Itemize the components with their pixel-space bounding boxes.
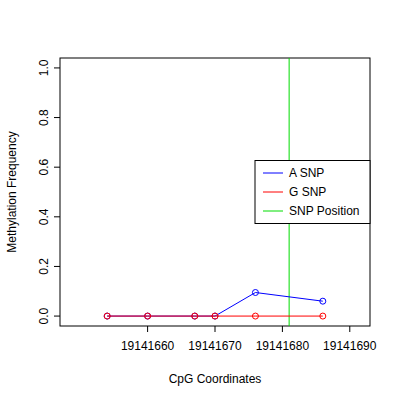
y-tick xyxy=(54,266,60,267)
point xyxy=(104,313,110,319)
y-tick-label: 0.8 xyxy=(37,109,51,126)
y-tick-label: 1.0 xyxy=(37,59,51,76)
legend-label: G SNP xyxy=(289,185,326,199)
y-tick xyxy=(54,67,60,68)
x-axis-label: CpG Coordinates xyxy=(169,372,262,386)
plot-frame xyxy=(60,58,370,326)
x-tick-label: 19141680 xyxy=(256,339,310,353)
chart: 19141660 19141670 19141680 19141690 0.0 0.2 0.… xyxy=(0,0,400,400)
point xyxy=(320,298,326,304)
x-tick-label: 19141690 xyxy=(323,339,377,353)
x-tick xyxy=(349,326,350,332)
point xyxy=(320,313,326,319)
y-tick-label: 0.0 xyxy=(37,307,51,324)
x-tick xyxy=(147,326,148,332)
legend-swatch xyxy=(263,173,283,174)
y-axis-label: Methylation Frequency xyxy=(5,131,19,252)
point xyxy=(252,290,258,296)
y-tick-label: 0.6 xyxy=(37,159,51,176)
y-tick xyxy=(54,316,60,317)
legend-label: SNP Position xyxy=(289,204,359,218)
y-tick xyxy=(54,216,60,217)
plot-area xyxy=(104,58,326,326)
point xyxy=(252,313,258,319)
y-tick-label: 0.4 xyxy=(37,208,51,225)
series-line xyxy=(107,316,323,317)
legend-swatch xyxy=(263,211,283,212)
y-tick xyxy=(54,117,60,118)
x-tick xyxy=(282,326,283,332)
point xyxy=(192,313,198,319)
legend-box xyxy=(255,161,370,224)
legend-swatch xyxy=(263,192,283,193)
legend-label: A SNP xyxy=(289,166,324,180)
x-tick-label: 19141670 xyxy=(188,339,242,353)
x-tick xyxy=(215,326,216,332)
y-tick-label: 0.2 xyxy=(37,258,51,275)
y-tick xyxy=(54,167,60,168)
series-line xyxy=(107,293,323,317)
x-tick-label: 19141660 xyxy=(121,339,175,353)
point xyxy=(212,313,218,319)
point xyxy=(145,313,151,319)
